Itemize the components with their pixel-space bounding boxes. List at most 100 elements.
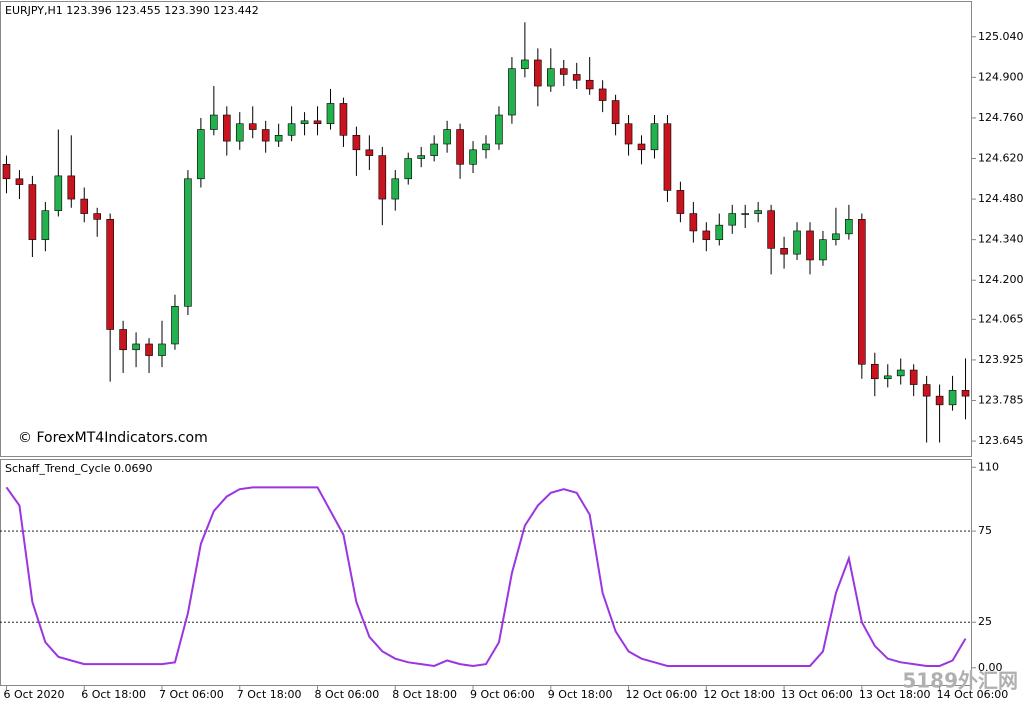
y-tick-label: 125.040 [978, 30, 1024, 43]
y-tick-label: 124.340 [978, 233, 1024, 246]
candle-body [909, 369, 918, 385]
x-tick-label: 14 Oct 06:00 [937, 688, 1009, 701]
y-tick-label: 25 [978, 615, 992, 628]
y-tick-label: 123.785 [978, 393, 1024, 406]
candle-body [248, 123, 257, 130]
candle-body [197, 129, 205, 180]
candle-body [482, 143, 490, 151]
candle-body [780, 248, 788, 255]
candle-body [896, 369, 905, 377]
y-tick-label: 123.645 [978, 434, 1024, 447]
x-tick-label: 9 Oct 06:00 [470, 688, 535, 701]
candle-body [624, 123, 633, 145]
price-panel [0, 1, 972, 457]
candle-body [469, 149, 477, 165]
x-tick-label: 12 Oct 18:00 [703, 688, 775, 701]
candle-body [870, 363, 879, 380]
x-tick-label: 7 Oct 06:00 [159, 688, 224, 701]
candle-body [28, 184, 37, 240]
candle-body [559, 68, 568, 75]
candle-body [443, 129, 451, 145]
y-tick-label: 124.620 [978, 151, 1024, 164]
candle-body [767, 210, 775, 249]
y-tick-label: 124.760 [978, 111, 1024, 124]
candle-body [676, 190, 685, 214]
indicator-title: Schaff_Trend_Cycle 0.0690 [5, 462, 152, 475]
candle-body [650, 123, 659, 151]
site-watermark: 5189外汇网 [902, 669, 1018, 693]
candle-body [883, 375, 892, 380]
candle-body [15, 178, 24, 185]
candle-body [171, 305, 179, 345]
candle-body [922, 384, 931, 397]
candle-body [689, 213, 698, 232]
y-tick-label: 123.925 [978, 353, 1024, 366]
candle-body [508, 68, 516, 116]
candle-body [300, 120, 309, 125]
candle-body [339, 103, 348, 136]
candle-body [223, 114, 231, 142]
candle-body [430, 143, 438, 156]
candle-body [326, 103, 335, 125]
candle-body [274, 135, 283, 142]
candle-body [806, 230, 814, 261]
candle-body [858, 219, 866, 365]
x-tick-label: 8 Oct 06:00 [315, 688, 380, 701]
candle-body [119, 329, 127, 351]
x-tick-label: 13 Oct 18:00 [859, 688, 931, 701]
candle-body [261, 129, 270, 142]
candle-body [2, 163, 11, 180]
candle-body [715, 224, 724, 240]
candle-body [54, 175, 63, 211]
candle-body [352, 135, 361, 151]
x-tick-label: 6 Oct 2020 [3, 688, 64, 701]
candle-body [184, 178, 192, 307]
candle-body [754, 210, 762, 214]
y-tick-label: 110 [978, 460, 999, 473]
watermark-text: © ForexMT4Indicators.com [18, 430, 208, 446]
candle-body [546, 68, 555, 87]
x-tick-label: 9 Oct 18:00 [548, 688, 613, 701]
candle-body [702, 230, 711, 240]
y-tick-label: 124.200 [978, 273, 1024, 286]
x-tick-label: 7 Oct 18:00 [237, 688, 302, 701]
x-tick-label: 8 Oct 18:00 [392, 688, 457, 701]
candle-body [832, 233, 840, 240]
candle-body [404, 158, 413, 180]
candle-body [611, 100, 620, 125]
candle-body [417, 155, 426, 159]
candle-body [80, 198, 89, 214]
candle-body [93, 213, 101, 220]
candle-body [132, 343, 140, 351]
candle-body [819, 239, 827, 261]
y-tick-label: 124.480 [978, 192, 1024, 205]
candle-body [41, 210, 50, 240]
candle-body [145, 343, 153, 356]
y-tick-label: 0.00 [978, 661, 1003, 674]
y-tick-label: 124.900 [978, 70, 1024, 83]
candle-body [534, 59, 542, 87]
candle-body [365, 149, 374, 156]
candle-body [935, 395, 944, 406]
candle-body [378, 155, 387, 200]
candle-body [158, 343, 166, 356]
indicator-panel [0, 459, 972, 686]
candle-body [67, 175, 76, 200]
candle-body [793, 230, 801, 255]
candle-body [598, 88, 607, 101]
candle-body [456, 129, 464, 165]
candle-body [572, 74, 581, 81]
candle-body [741, 213, 750, 215]
x-tick-label: 12 Oct 06:00 [626, 688, 698, 701]
y-tick-label: 124.065 [978, 312, 1024, 325]
chart-title: EURJPY,H1 123.396 123.455 123.390 123.44… [5, 4, 259, 17]
candle-body [961, 390, 970, 397]
candle-body [663, 123, 672, 191]
candle-body [948, 390, 957, 406]
candle-body [391, 178, 400, 200]
candle-body [637, 143, 646, 151]
x-tick-label: 6 Oct 18:00 [81, 688, 146, 701]
candle-body [313, 120, 322, 125]
indicator-line [5, 486, 967, 667]
